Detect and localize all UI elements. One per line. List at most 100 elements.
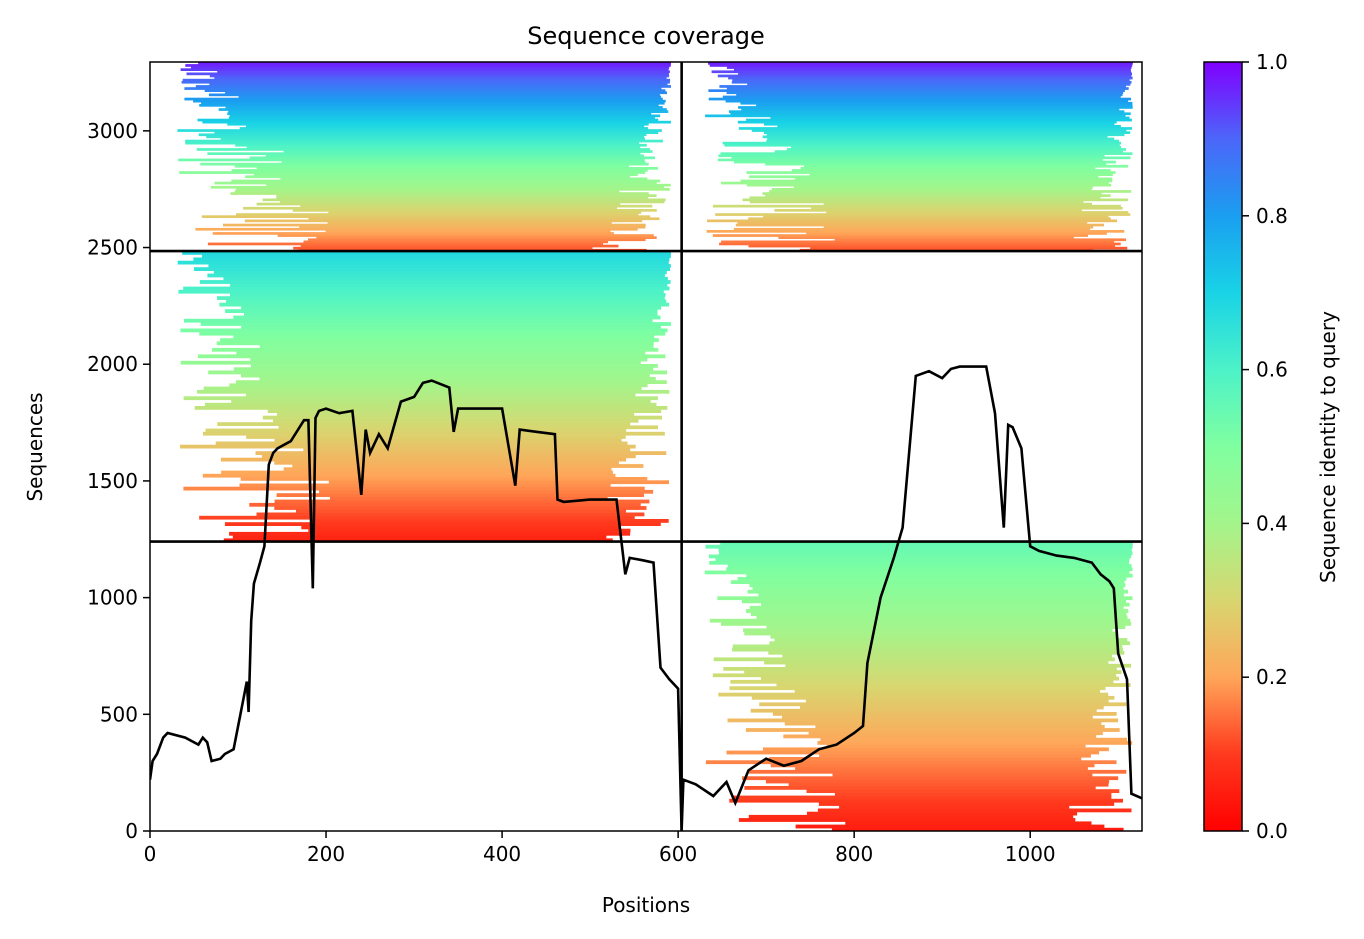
- coverage-row: [193, 99, 666, 103]
- coverage-row: [783, 734, 1097, 739]
- coverage-row: [253, 173, 638, 176]
- coverage-row: [742, 198, 1129, 202]
- coverage-row: [303, 448, 631, 452]
- coverage-row: [181, 80, 670, 84]
- coverage-row: [185, 64, 671, 67]
- coverage-row: [709, 560, 1129, 565]
- coverage-row: [180, 68, 669, 71]
- coverage-row: [729, 686, 1106, 691]
- coverage-row: [746, 118, 1132, 122]
- coverage-row: [241, 305, 662, 310]
- coverage-row: [262, 198, 666, 202]
- coverage-row: [726, 91, 1124, 95]
- coverage-row: [730, 679, 1114, 684]
- coverage-row: [212, 232, 614, 235]
- coverage-row: [217, 70, 670, 74]
- coverage-row: [259, 377, 656, 381]
- coverage-row: [231, 169, 648, 172]
- colorbar-tick-label: 0.6: [1256, 358, 1288, 382]
- coverage-row: [274, 438, 622, 443]
- coverage-row: [762, 192, 1102, 195]
- coverage-row: [715, 557, 1130, 562]
- coverage-row: [726, 87, 1129, 90]
- coverage-row: [741, 599, 1126, 604]
- coverage-block-1: [177, 251, 671, 543]
- coverage-row: [727, 718, 1119, 723]
- coverage-row: [718, 154, 1105, 158]
- coverage-row: [719, 551, 1133, 556]
- coverage-row: [709, 64, 1133, 67]
- coverage-row: [177, 129, 662, 132]
- coverage-row: [720, 541, 1133, 546]
- coverage-row: [805, 699, 1109, 703]
- segment-boundaries: [150, 62, 1142, 831]
- x-tick-label: 400: [483, 842, 521, 866]
- coverage-block-0: [177, 62, 672, 252]
- coverage-row: [202, 473, 616, 478]
- coverage-row: [725, 99, 1129, 103]
- coverage-row: [200, 162, 649, 166]
- coverage-row: [245, 175, 630, 179]
- coverage-row: [224, 522, 661, 526]
- coverage-row: [791, 169, 1111, 172]
- coverage-row: [712, 204, 1121, 208]
- coverage-row: [184, 87, 662, 90]
- coverage-row: [185, 141, 640, 145]
- coverage-row: [209, 74, 670, 78]
- coverage-row: [215, 441, 628, 446]
- coverage-row: [728, 76, 1133, 80]
- coverage-row: [764, 660, 1109, 665]
- coverage-row: [765, 194, 1111, 197]
- coverage-row: [770, 763, 1095, 768]
- coverage-row: [784, 721, 1102, 726]
- coverage-row: [777, 125, 1121, 128]
- coverage-row: [218, 108, 667, 111]
- coverage-row: [180, 444, 636, 449]
- coverage-row: [327, 221, 612, 225]
- y-tick-label: 2000: [87, 352, 138, 376]
- coverage-row: [280, 177, 648, 181]
- x-tick-label: 800: [835, 842, 873, 866]
- coverage-row: [831, 827, 1124, 831]
- coverage-row: [246, 125, 645, 128]
- coverage-row: [308, 238, 646, 242]
- coverage-row: [177, 260, 669, 265]
- coverage-row: [198, 133, 647, 137]
- coverage-row: [274, 460, 619, 465]
- coverage-row: [794, 689, 1101, 694]
- coverage-row: [762, 135, 1108, 139]
- coverage-row: [184, 318, 653, 323]
- coverage-row: [729, 798, 1123, 803]
- coverage-row: [712, 673, 1117, 678]
- coverage-block-3: [704, 541, 1133, 831]
- coverage-row: [839, 805, 1070, 810]
- coverage-row: [718, 548, 1132, 552]
- colorbar-tick-label: 1.0: [1256, 50, 1288, 74]
- coverage-row: [751, 129, 1127, 132]
- coverage-row: [756, 104, 1133, 107]
- coverage-row: [250, 357, 648, 362]
- coverage-row: [209, 83, 668, 86]
- coverage-row: [240, 477, 648, 481]
- coverage-row: [788, 782, 1109, 787]
- coverage-row: [738, 72, 1132, 76]
- coverage-row: [811, 206, 1123, 210]
- coverage-row: [741, 108, 1120, 111]
- coverage-row: [220, 338, 659, 342]
- coverage-row: [232, 535, 607, 539]
- coverage-row: [769, 757, 1082, 761]
- coverage-row: [227, 122, 649, 126]
- coverage-row: [809, 173, 1113, 176]
- coverage-row: [178, 289, 664, 294]
- coverage-row: [296, 509, 626, 514]
- coverage-row: [782, 715, 1093, 719]
- coverage-row: [794, 177, 1113, 181]
- coverage-row: [733, 795, 1112, 800]
- coverage-row: [770, 634, 1117, 639]
- coverage-row: [742, 776, 1119, 781]
- coverage-row: [281, 160, 646, 164]
- coverage-row: [705, 114, 1126, 118]
- coverage-row: [721, 622, 1132, 626]
- coverage-row: [216, 341, 654, 346]
- coverage-row: [223, 276, 668, 281]
